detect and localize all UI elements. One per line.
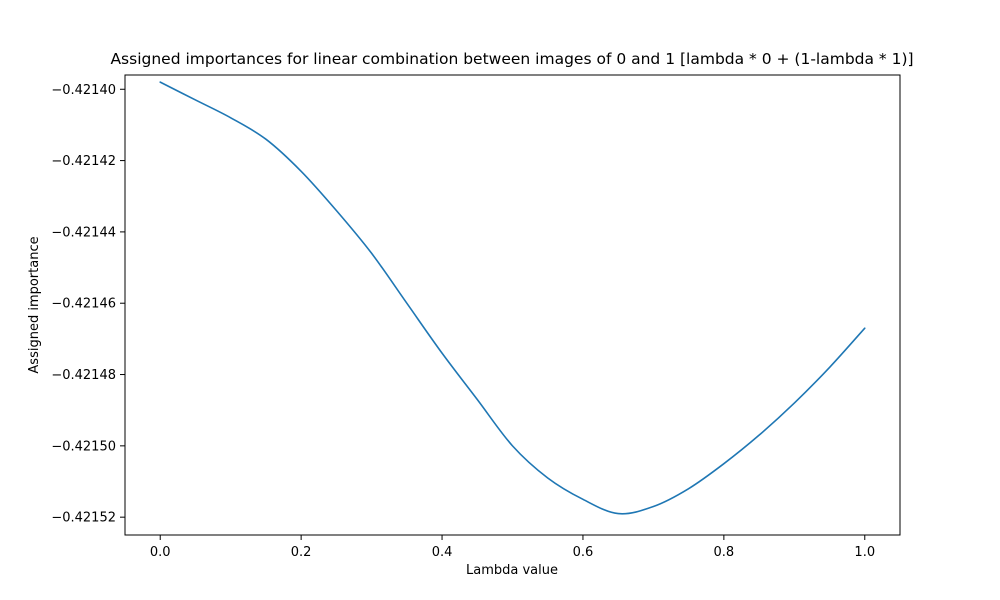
x-tick-label: 0.8 (714, 545, 735, 560)
chart-title: Assigned importances for linear combinat… (110, 50, 913, 68)
x-tick-label: 1.0 (854, 545, 875, 560)
y-tick-label: −0.42146 (51, 297, 116, 312)
plot-frame (124, 74, 901, 536)
x-tick-label: 0.2 (291, 545, 312, 560)
y-tick-label: −0.42140 (51, 83, 116, 98)
ticks-group: 0.0 0.2 0.4 0.6 0.8 1.0 −0.42140 −0.42142 −0.421… (51, 83, 875, 560)
series-group (159, 81, 866, 515)
x-tick-label: 0.0 (150, 545, 171, 560)
y-tick-label: −0.42152 (51, 511, 116, 526)
y-tick-label: −0.42142 (51, 154, 116, 169)
x-axis-label: Lambda value (466, 563, 558, 578)
x-tick-label: 0.6 (573, 545, 594, 560)
x-tick-label: 0.4 (432, 545, 453, 560)
y-tick-label: −0.42148 (51, 368, 116, 383)
series-line (159, 81, 866, 515)
y-axis-label: Assigned importance (27, 236, 42, 373)
y-tick-label: −0.42144 (51, 225, 116, 240)
y-tick-label: −0.42150 (51, 439, 116, 454)
plot-area (125, 75, 900, 535)
